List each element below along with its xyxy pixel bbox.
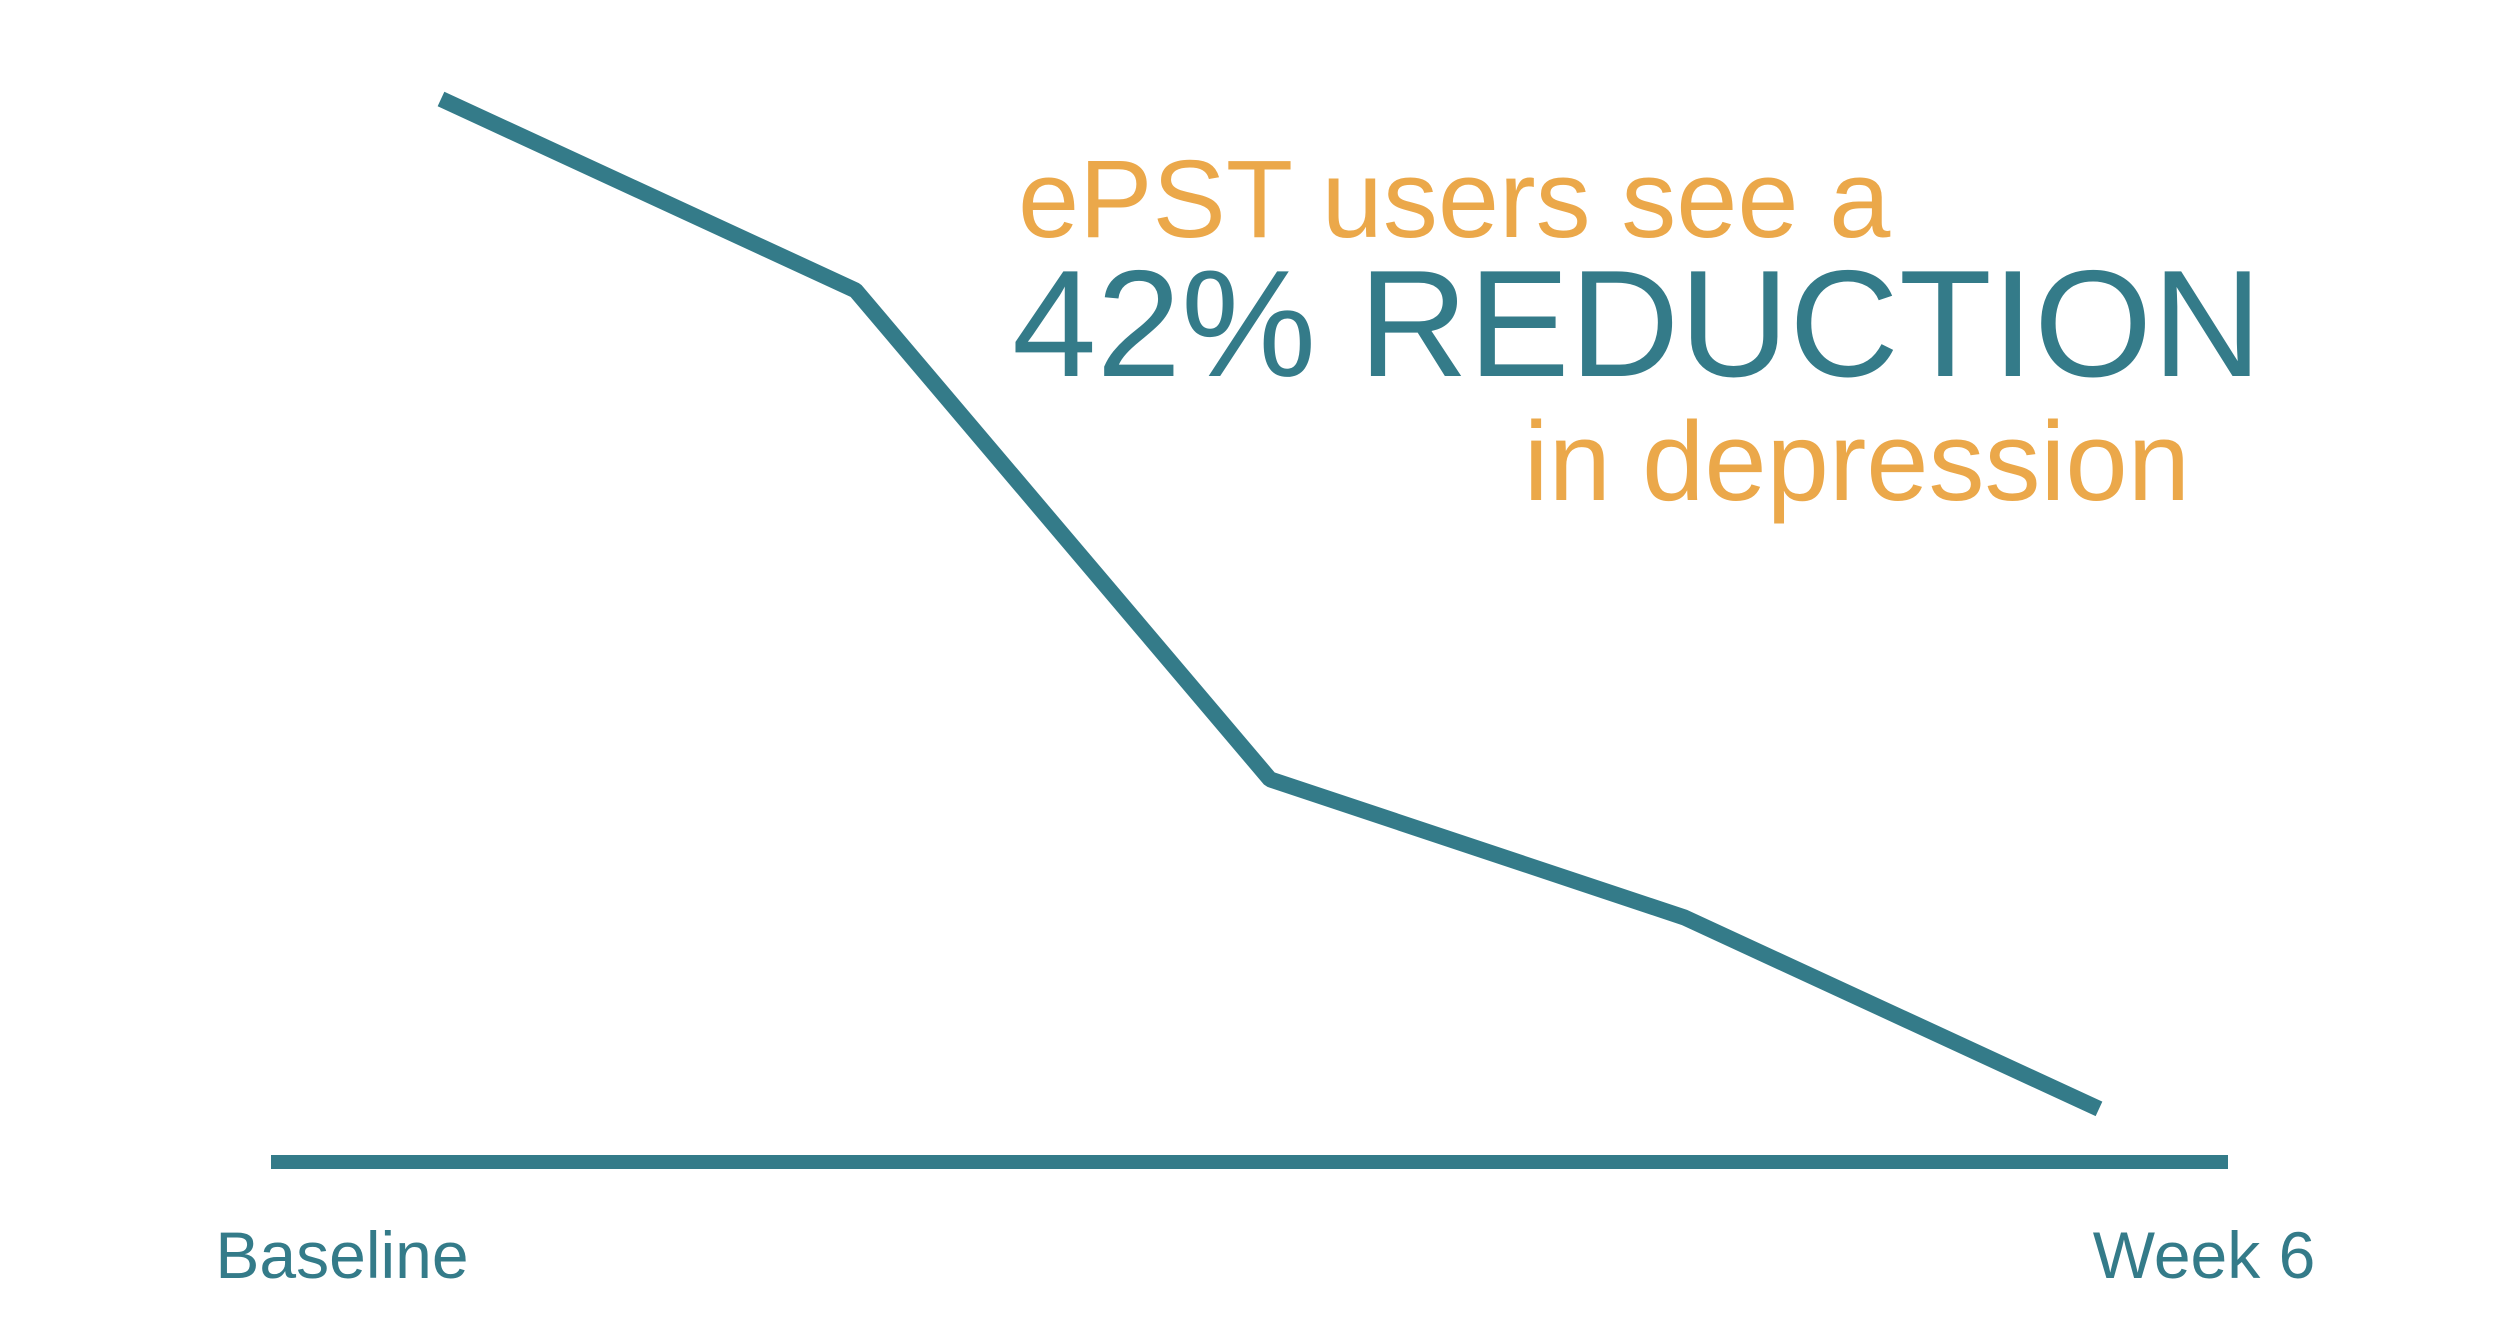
x-tick-label: Baseline <box>215 1218 468 1292</box>
annotation: ePST users see a <box>1018 138 1891 261</box>
data-line <box>437 91 2103 1117</box>
annotation: 42% REDUCTION <box>1012 239 2262 409</box>
annotation: in depression <box>1524 399 2190 524</box>
x-tick-label: Week 6 <box>2093 1218 2316 1292</box>
